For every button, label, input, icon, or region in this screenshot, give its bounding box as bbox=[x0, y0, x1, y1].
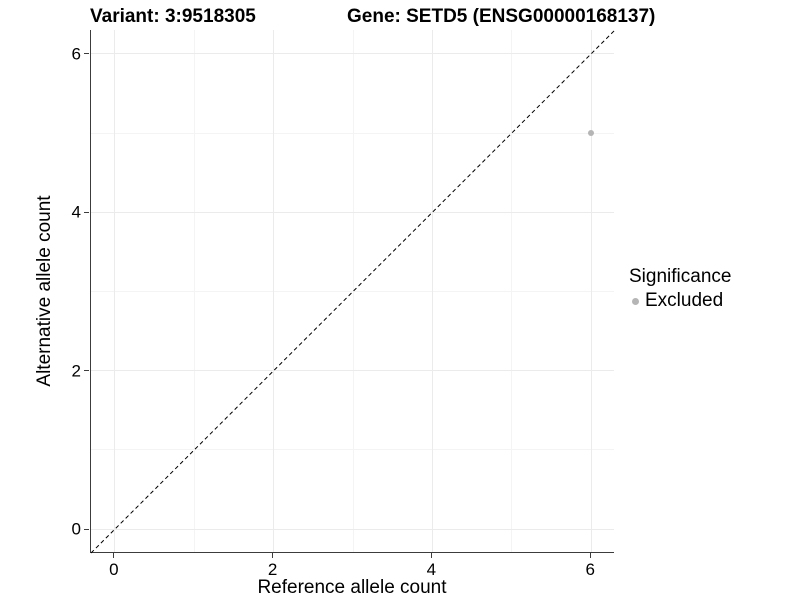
y-tick-label: 0 bbox=[71, 519, 81, 539]
plot-panel bbox=[90, 29, 616, 554]
legend-item-excluded: Excluded bbox=[629, 290, 731, 312]
y-tick-mark bbox=[84, 211, 89, 213]
x-axis-title: Reference allele count bbox=[257, 577, 447, 598]
points-layer bbox=[91, 30, 614, 552]
major-gridline-x bbox=[114, 30, 116, 552]
y-tick-label: 4 bbox=[71, 202, 81, 222]
gridlines-layer bbox=[91, 30, 614, 552]
major-gridline-x bbox=[273, 30, 275, 552]
y-tick-label: 2 bbox=[71, 361, 81, 381]
legend-item-label: Excluded bbox=[645, 290, 724, 311]
x-tick-label: 0 bbox=[109, 560, 119, 579]
major-gridline-y bbox=[91, 528, 614, 530]
major-gridline-y bbox=[91, 211, 614, 213]
major-gridline-x bbox=[590, 30, 592, 552]
minor-gridline-y bbox=[91, 449, 614, 451]
gene-title: Gene: SETD5 (ENSG00000168137) bbox=[347, 6, 656, 27]
y-axis-title: Alternative allele count bbox=[34, 195, 55, 387]
y-tick-mark bbox=[84, 53, 89, 55]
legend-key-dot-icon bbox=[632, 297, 639, 305]
major-gridline-y bbox=[91, 53, 614, 55]
legend: Significance Excluded bbox=[629, 266, 731, 312]
legend-title: Significance bbox=[629, 266, 732, 287]
data-point bbox=[588, 130, 595, 136]
minor-gridline-y bbox=[91, 132, 614, 134]
major-gridline-y bbox=[91, 370, 614, 372]
y-tick-mark bbox=[84, 528, 89, 530]
x-tick-mark bbox=[430, 553, 432, 558]
y-tick-label: 6 bbox=[71, 44, 81, 64]
x-tick-mark bbox=[589, 553, 591, 558]
y-tick-mark bbox=[84, 370, 89, 372]
x-tick-label: 6 bbox=[585, 560, 595, 579]
minor-gridline-y bbox=[91, 291, 614, 292]
x-tick-label: 2 bbox=[267, 560, 278, 579]
identity-line bbox=[90, 29, 616, 554]
x-tick-label: 4 bbox=[426, 560, 437, 579]
variant-title: Variant: 3:9518305 bbox=[90, 6, 256, 27]
major-gridline-x bbox=[431, 30, 433, 552]
x-tick-mark bbox=[113, 553, 115, 558]
x-tick-mark bbox=[272, 553, 274, 558]
